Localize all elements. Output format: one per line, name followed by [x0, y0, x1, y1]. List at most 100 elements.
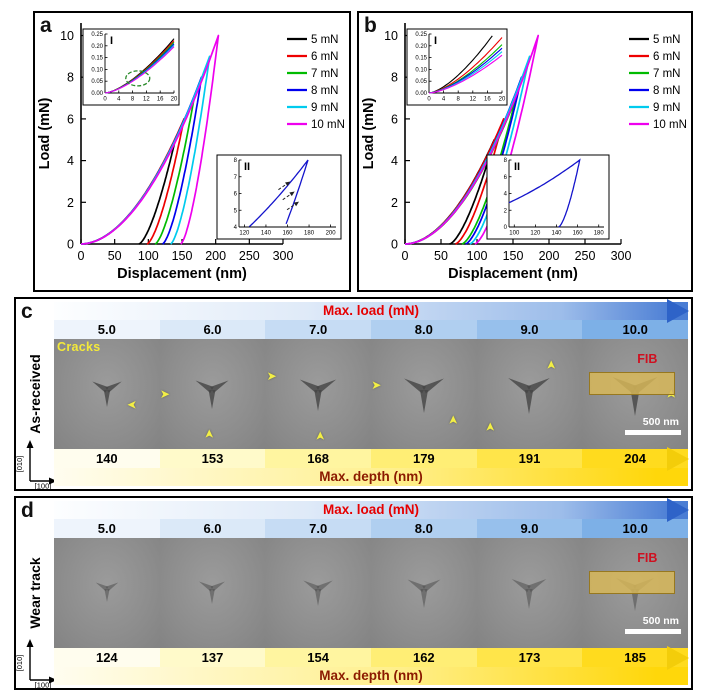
- sem-strip-wear-track: FIB 500 nm: [54, 538, 688, 648]
- depth-value: 173: [476, 648, 583, 667]
- curve-5-mN: [80, 138, 177, 245]
- indent-mark: [403, 378, 444, 413]
- max-load-axis-band: Max. load (mN) 5.0 6.0 7.0 8.0 9.0 10.0: [54, 498, 689, 538]
- panel-b: b 0 50 100 150 200 250 300 0 2 4 6 8 10 Displacement …: [357, 11, 693, 292]
- svg-text:0.20: 0.20: [415, 44, 427, 50]
- svg-text:8: 8: [504, 158, 508, 164]
- svg-text:10: 10: [384, 29, 398, 43]
- load-value: 7.0: [265, 320, 371, 339]
- inset-II: 100 120 140 160 180 0 2 4 6 8 II: [486, 154, 610, 240]
- svg-text:20: 20: [499, 97, 506, 103]
- svg-text:4: 4: [504, 192, 508, 198]
- svg-text:0.15: 0.15: [91, 56, 103, 62]
- indent-mark: [196, 380, 229, 409]
- sem-image-cell: ➤ ➤: [159, 339, 266, 449]
- svg-text:160: 160: [573, 231, 584, 237]
- panel-label-b: b: [364, 14, 377, 37]
- svg-text:8 mN: 8 mN: [311, 85, 338, 97]
- cracks-label: Cracks: [57, 340, 101, 354]
- svg-text:140: 140: [551, 231, 562, 237]
- svg-text:100: 100: [509, 231, 520, 237]
- svg-text:9 mN: 9 mN: [653, 102, 680, 114]
- svg-text:250: 250: [239, 249, 260, 263]
- panel-d: d Wear track [010] [100] Max. load (mN) …: [14, 496, 693, 690]
- panel-label-a: a: [40, 14, 52, 37]
- svg-text:8: 8: [131, 97, 135, 103]
- svg-text:16: 16: [157, 97, 164, 103]
- svg-text:200: 200: [539, 249, 560, 263]
- load-value: 8.0: [370, 519, 477, 538]
- sem-image-cell: [159, 538, 266, 648]
- sem-image-cell: ➤ ➤: [476, 339, 583, 449]
- crystal-axes-icon: [010] [100]: [16, 440, 57, 489]
- crack-arrow-icon: ➤: [313, 430, 328, 441]
- svg-text:300: 300: [273, 249, 294, 263]
- depth-value: 153: [159, 449, 266, 468]
- svg-text:180: 180: [594, 231, 605, 237]
- svg-text:20: 20: [171, 97, 178, 103]
- svg-text:6 mN: 6 mN: [311, 51, 338, 63]
- svg-text:Displacement (nm): Displacement (nm): [448, 266, 578, 282]
- svg-text:200: 200: [205, 249, 226, 263]
- inset-I: 0 4 8 12 16 20 0.00 0.05 0.10 0.15 0.20 0.25 I: [82, 28, 180, 106]
- crack-arrow-icon: ➤: [371, 378, 382, 393]
- curve-6-mN: [80, 118, 185, 245]
- load-value: 5.0: [54, 519, 160, 538]
- panel-label-c: c: [21, 300, 33, 323]
- crystal-axes-icon: [010] [100]: [16, 639, 57, 688]
- depth-arrow-head-icon: [667, 447, 689, 471]
- svg-text:300: 300: [611, 249, 632, 263]
- panel-label-d: d: [21, 499, 34, 522]
- load-value: 10.0: [582, 519, 688, 538]
- svg-text:0.25: 0.25: [415, 32, 427, 38]
- svg-text:6: 6: [234, 192, 238, 198]
- svg-text:10 mN: 10 mN: [653, 119, 687, 131]
- curve-7-mN: [80, 97, 195, 245]
- svg-text:12: 12: [143, 97, 150, 103]
- strip-side-as-received: As-received [010] [100]: [16, 299, 57, 489]
- strip-side-wear-track: Wear track [010] [100]: [16, 498, 57, 688]
- svg-text:6 mN: 6 mN: [653, 51, 680, 63]
- load-values-row: 5.0 6.0 7.0 8.0 9.0 10.0: [54, 320, 688, 339]
- svg-text:7 mN: 7 mN: [653, 68, 680, 80]
- crack-arrow-icon: ➤: [266, 369, 277, 384]
- svg-text:I: I: [110, 35, 113, 47]
- scale-bar: [624, 430, 681, 435]
- svg-text:Displacement (nm): Displacement (nm): [117, 266, 247, 282]
- inset-II: 120 140 160 180 200 4 5 6 7 8 II: [216, 154, 342, 240]
- load-value: 9.0: [476, 519, 583, 538]
- sem-image-cell: [54, 538, 160, 648]
- svg-text:0.20: 0.20: [91, 44, 103, 50]
- svg-text:6: 6: [391, 112, 398, 126]
- svg-text:5 mN: 5 mN: [311, 34, 338, 46]
- load-value: 10.0: [582, 320, 688, 339]
- depth-value: 179: [370, 449, 477, 468]
- sem-image-cell: ➤ ➤: [265, 339, 371, 449]
- svg-text:0: 0: [78, 249, 85, 263]
- max-load-axis-band: Max. load (mN) 5.0 6.0 7.0 8.0 9.0 10.0: [54, 299, 689, 339]
- sem-image-cell: [476, 538, 583, 648]
- load-arrow-head-icon: [667, 299, 689, 323]
- scale-bar: [624, 629, 681, 634]
- svg-text:0.05: 0.05: [91, 79, 103, 85]
- fib-region-box: [588, 571, 676, 595]
- svg-text:100: 100: [467, 249, 488, 263]
- depth-value: 140: [54, 449, 160, 468]
- max-depth-title: Max. depth (nm): [319, 668, 423, 683]
- svg-text:0: 0: [67, 238, 74, 252]
- load-value: 6.0: [159, 320, 266, 339]
- depth-value: 185: [582, 648, 688, 667]
- svg-text:8: 8: [67, 71, 74, 85]
- svg-text:5 mN: 5 mN: [653, 34, 680, 46]
- max-depth-axis-band: 140 153 168 179 191 204 Max. depth (nm): [54, 447, 689, 486]
- svg-text:5: 5: [234, 208, 238, 214]
- curve-10-mN: [80, 34, 220, 245]
- max-depth-axis-band: 124 137 154 162 173 185 Max. depth (nm): [54, 646, 689, 685]
- sem-image-cell: FIB 500 nm: [582, 538, 688, 648]
- svg-text:120: 120: [530, 231, 541, 237]
- svg-text:4: 4: [391, 154, 398, 168]
- svg-text:4: 4: [67, 154, 74, 168]
- fib-label: FIB: [637, 352, 658, 367]
